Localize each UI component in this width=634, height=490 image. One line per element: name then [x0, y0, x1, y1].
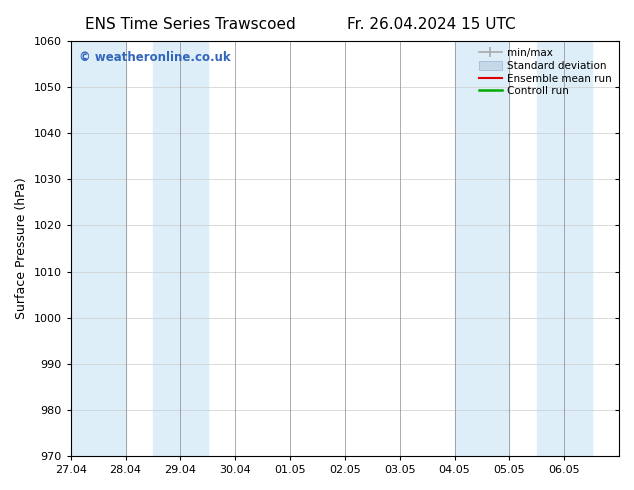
- Text: ENS Time Series Trawscoed: ENS Time Series Trawscoed: [85, 17, 295, 32]
- Text: Fr. 26.04.2024 15 UTC: Fr. 26.04.2024 15 UTC: [347, 17, 515, 32]
- Bar: [71, 41, 126, 456]
- Bar: [153, 41, 208, 456]
- Bar: [537, 41, 592, 456]
- Text: © weatheronline.co.uk: © weatheronline.co.uk: [79, 51, 231, 64]
- Legend: min/max, Standard deviation, Ensemble mean run, Controll run: min/max, Standard deviation, Ensemble me…: [477, 46, 614, 98]
- Y-axis label: Surface Pressure (hPa): Surface Pressure (hPa): [15, 178, 28, 319]
- Bar: [455, 41, 509, 456]
